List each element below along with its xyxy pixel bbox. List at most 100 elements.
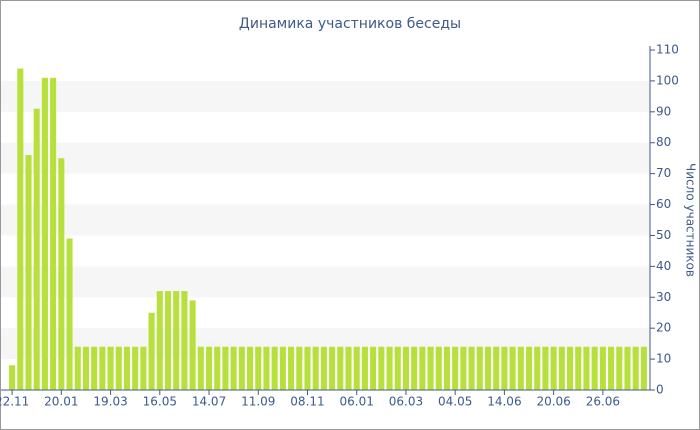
- x-tick-label: 14.06: [487, 395, 521, 409]
- grid-band: [1, 142, 650, 174]
- bar: [181, 291, 188, 390]
- y-axis-label: Число участников: [684, 163, 698, 277]
- bar: [353, 346, 360, 390]
- bar: [452, 346, 459, 390]
- bar: [484, 346, 492, 390]
- bar: [205, 346, 213, 390]
- bar: [164, 291, 172, 390]
- bar: [320, 346, 327, 390]
- bar: [542, 346, 549, 390]
- grid-band: [1, 266, 650, 298]
- bar: [632, 346, 639, 390]
- bar: [214, 346, 221, 390]
- bar: [66, 238, 73, 390]
- bar: [197, 346, 204, 390]
- y-tick-label: 110: [656, 43, 679, 57]
- y-tick-label: 0: [656, 383, 664, 397]
- bar: [140, 346, 147, 390]
- bar: [238, 346, 245, 390]
- bar: [271, 346, 278, 390]
- bar: [296, 346, 303, 390]
- x-tick-label: 06.03: [389, 395, 423, 409]
- bar: [33, 108, 40, 391]
- x-tick-label: 22.11: [0, 395, 29, 409]
- x-tick-label: 19.03: [93, 395, 127, 409]
- bar: [525, 346, 533, 390]
- x-tick-label: 20.01: [44, 395, 78, 409]
- bar: [312, 346, 319, 390]
- bar: [25, 155, 32, 390]
- x-tick-label: 26.06: [586, 395, 620, 409]
- bar: [575, 346, 582, 390]
- bar: [91, 346, 98, 390]
- bar: [115, 346, 122, 390]
- bar: [411, 346, 418, 390]
- bar: [370, 346, 377, 390]
- x-tick-label: 04.05: [438, 395, 472, 409]
- bar: [255, 346, 262, 390]
- bar: [468, 346, 475, 390]
- bar: [132, 346, 139, 390]
- bar: [616, 346, 623, 390]
- y-tick-label: 30: [656, 290, 671, 304]
- bar: [402, 346, 409, 390]
- bar: [345, 346, 352, 390]
- bar: [123, 346, 131, 390]
- bar: [82, 346, 89, 390]
- x-tick-label: 11.09: [241, 395, 275, 409]
- y-tick-label: 50: [656, 228, 671, 242]
- bar: [361, 346, 368, 390]
- y-tick-label: 70: [656, 166, 671, 180]
- bar: [640, 346, 647, 390]
- bar: [17, 68, 24, 390]
- bar: [550, 346, 557, 390]
- bar: [378, 346, 385, 390]
- bar: [534, 346, 541, 390]
- bar: [288, 346, 295, 390]
- bar: [148, 312, 155, 390]
- bar: [329, 346, 336, 390]
- bar: [107, 346, 114, 390]
- bar: [394, 346, 401, 390]
- bar: [501, 346, 508, 390]
- bar: [222, 346, 229, 390]
- y-tick-label: 90: [656, 104, 671, 118]
- bar: [74, 346, 81, 390]
- x-tick-label: 20.06: [536, 395, 570, 409]
- bar: [517, 346, 524, 390]
- bar: [173, 291, 180, 390]
- x-tick-label: 16.05: [143, 395, 177, 409]
- bar: [591, 346, 598, 390]
- bar: [419, 346, 426, 390]
- y-tick-label: 40: [656, 259, 671, 273]
- chart-title: Динамика участников беседы: [239, 16, 461, 32]
- bar: [624, 346, 631, 390]
- x-tick-label: 14.07: [192, 395, 226, 409]
- bar: [509, 346, 516, 390]
- bar: [476, 346, 483, 390]
- bar: [337, 346, 344, 390]
- x-tick-label: 08.11: [290, 395, 324, 409]
- bar: [460, 346, 467, 390]
- y-tick-label: 20: [656, 321, 671, 335]
- bar: [443, 346, 451, 390]
- bar: [304, 346, 311, 390]
- bar: [608, 346, 615, 390]
- bar: [50, 77, 57, 391]
- bar: [386, 346, 393, 390]
- y-tick-label: 10: [656, 352, 671, 366]
- bar: [156, 291, 163, 390]
- bar: [189, 300, 196, 390]
- y-tick-label: 60: [656, 197, 671, 211]
- y-tick-label: 100: [656, 73, 679, 87]
- y-tick-label: 80: [656, 135, 671, 149]
- grid-band: [1, 80, 650, 112]
- bar: [583, 346, 590, 390]
- bar: [230, 346, 237, 390]
- bar: [9, 365, 16, 390]
- bar: [263, 346, 270, 390]
- bar: [99, 346, 106, 390]
- bar: [247, 346, 254, 390]
- bar: [567, 346, 574, 390]
